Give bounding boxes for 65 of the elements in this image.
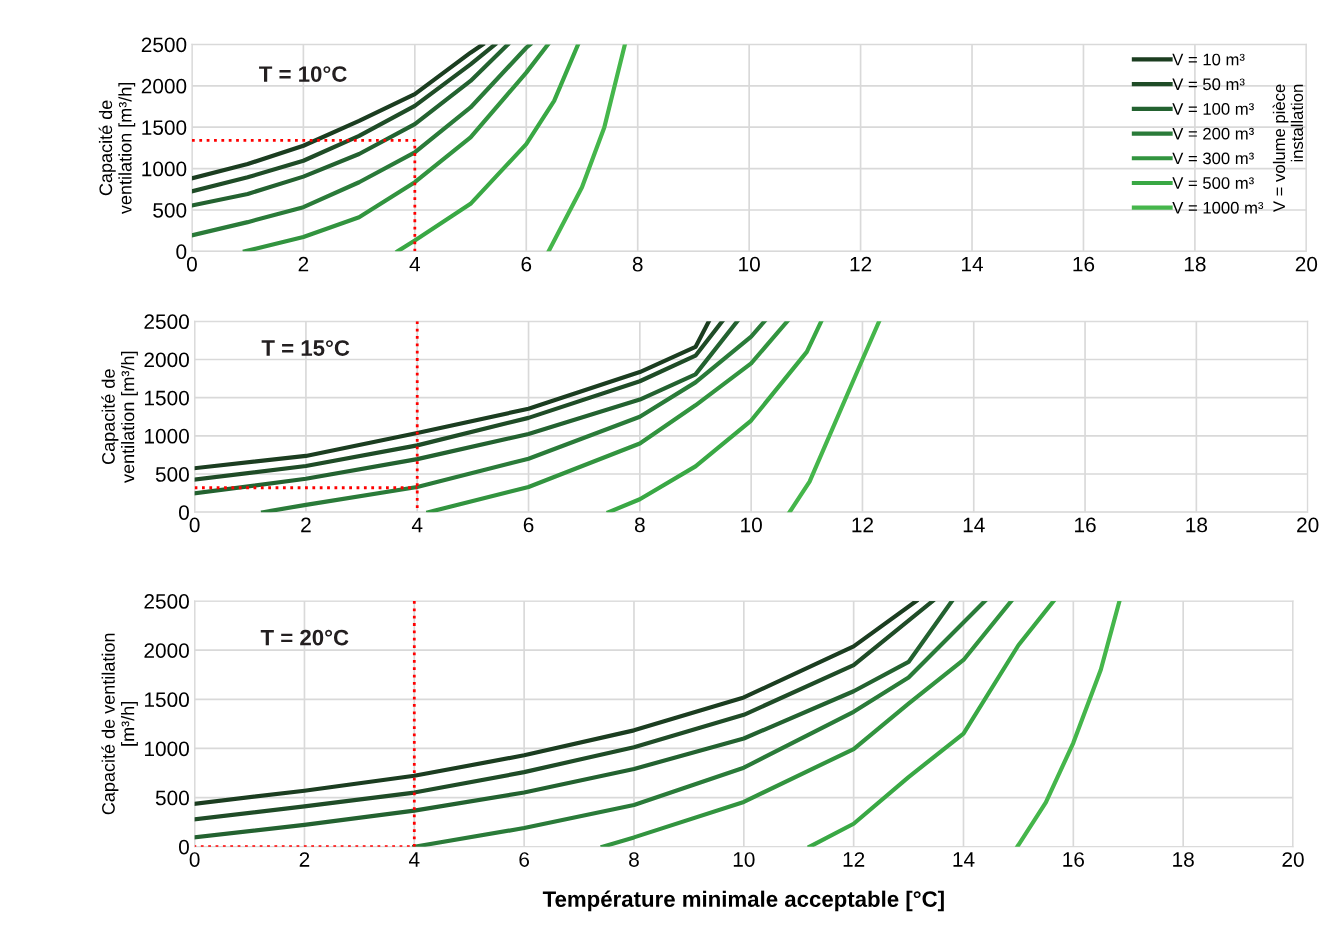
legend-label: V = 500 m³ xyxy=(1172,177,1254,189)
x-axis-title: Température minimale acceptable [°C] xyxy=(542,890,944,912)
y-tick-label: 2500 xyxy=(141,37,187,53)
y-axis-title: Capacité de ventilation [m³/h] xyxy=(101,633,138,815)
legend-label: V = 200 m³ xyxy=(1172,127,1254,140)
x-tick-label: 2 xyxy=(299,852,310,867)
x-tick-label: 10 xyxy=(733,852,755,867)
y-tick-label: 0 xyxy=(178,505,189,520)
x-tick-label: 10 xyxy=(741,517,762,533)
x-tick-label: 18 xyxy=(1186,517,1208,533)
y-tick-label: 500 xyxy=(155,790,189,806)
y-tick-label: 1500 xyxy=(145,390,189,406)
x-tick-label: 18 xyxy=(1173,852,1194,867)
x-tick-label: 12 xyxy=(850,256,872,272)
y-tick-label: 1000 xyxy=(145,428,189,444)
x-tick-label: 2 xyxy=(298,256,309,272)
x-tick-label: 14 xyxy=(963,517,985,533)
x-tick-label: 12 xyxy=(843,852,865,867)
x-tick-label: 20 xyxy=(1295,256,1318,272)
legend-label: V = 100 m³ xyxy=(1172,103,1254,115)
y-tick-label: 0 xyxy=(176,244,187,260)
y-tick-label: 1500 xyxy=(142,120,187,135)
x-tick-label: 0 xyxy=(189,517,200,533)
y-tick-label: 1500 xyxy=(145,692,189,708)
x-tick-label: 20 xyxy=(1297,517,1319,533)
y-tick-label: 1000 xyxy=(142,161,187,177)
legend-label: V = 50 m³ xyxy=(1172,78,1245,91)
y-tick-label: 1000 xyxy=(145,741,189,757)
annotation: T = 10°C xyxy=(259,66,347,82)
x-tick-label: 14 xyxy=(962,257,983,272)
x-tick-label: 18 xyxy=(1184,256,1206,272)
x-tick-label: 16 xyxy=(1063,852,1084,867)
x-tick-label: 4 xyxy=(409,257,421,272)
y-tick-label: 2000 xyxy=(141,78,187,94)
x-tick-label: 0 xyxy=(189,852,200,867)
y-axis-title: Capacité de ventilation [m³/h] xyxy=(101,351,138,483)
x-tick-label: 6 xyxy=(519,852,530,867)
x-tick-label: 6 xyxy=(523,517,534,533)
y-tick-label: 0 xyxy=(178,839,189,855)
x-tick-label: 14 xyxy=(953,852,975,867)
x-tick-label: 6 xyxy=(521,256,532,272)
y-tick-label: 500 xyxy=(155,467,189,482)
y-tick-label: 500 xyxy=(153,202,187,218)
y-tick-label: 2000 xyxy=(144,352,189,368)
y-tick-label: 2500 xyxy=(144,594,189,609)
annotation: T = 20°C xyxy=(260,629,349,646)
x-tick-label: 4 xyxy=(408,852,420,867)
x-tick-label: 8 xyxy=(632,256,643,272)
x-tick-label: 4 xyxy=(411,517,423,533)
x-tick-label: 2 xyxy=(301,517,311,533)
x-tick-label: 16 xyxy=(1075,517,1096,533)
annotation: T = 15°C xyxy=(261,340,350,356)
y-tick-label: 2500 xyxy=(144,314,189,330)
x-tick-label: 16 xyxy=(1073,256,1095,272)
legend-label: V = 10 m³ xyxy=(1172,53,1245,66)
y-axis-title: Capacité de ventilation [m³/h] xyxy=(98,82,136,215)
annotation: V = volume pièce installation xyxy=(1272,84,1304,212)
x-tick-label: 10 xyxy=(739,256,760,272)
x-tick-label: 20 xyxy=(1282,852,1304,867)
x-tick-label: 12 xyxy=(852,517,873,533)
legend-label: V = 1000 m³ xyxy=(1172,201,1264,214)
x-tick-label: 8 xyxy=(634,517,645,533)
x-tick-label: 8 xyxy=(629,852,639,867)
legend-label: V = 300 m³ xyxy=(1172,152,1254,165)
y-tick-label: 2000 xyxy=(144,643,189,658)
